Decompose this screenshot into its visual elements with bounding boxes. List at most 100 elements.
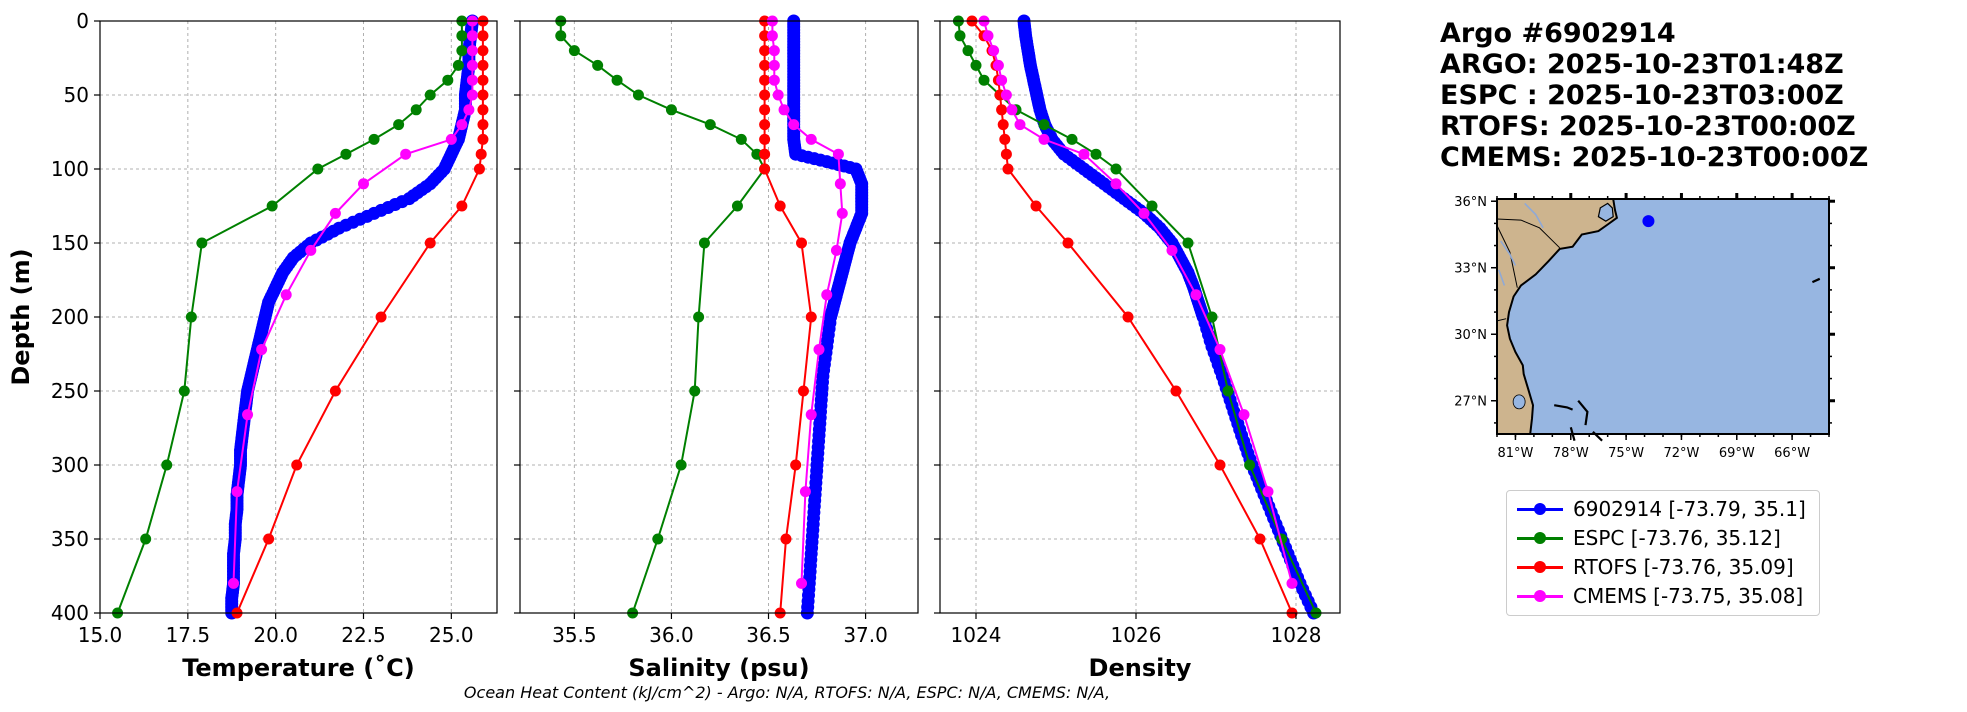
data-point: [1171, 386, 1182, 397]
location-map: 36°N 33°N 30°N 27°N 81°W 78°W 75°W 72°W 69°W 66°W: [1454, 193, 1835, 461]
data-point: [806, 409, 817, 420]
data-point: [1001, 149, 1012, 160]
data-point: [1015, 119, 1026, 130]
data-point: [780, 534, 791, 545]
data-point: [467, 60, 478, 71]
cmems-time: CMEMS: 2025-10-23T00:00Z: [1440, 142, 1868, 173]
argo-time: ARGO: 2025-10-23T01:48Z: [1440, 49, 1868, 80]
data-point: [806, 134, 817, 145]
data-point: [358, 178, 369, 189]
data-point: [835, 178, 846, 189]
legend-label: RTOFS [-73.76, 35.09]: [1573, 555, 1794, 579]
series-line: [984, 21, 1292, 583]
data-point: [790, 460, 801, 471]
data-point: [477, 90, 488, 101]
data-point: [796, 578, 807, 589]
x-tick-label: 36.0: [649, 623, 694, 647]
data-point: [463, 104, 474, 115]
legend-item-cmems: CMEMS [-73.75, 35.08]: [1507, 582, 1819, 610]
data-point: [477, 104, 488, 115]
data-point: [1007, 104, 1018, 115]
data-point: [1183, 238, 1194, 249]
y-tick-label: 150: [51, 231, 89, 255]
data-point: [1239, 409, 1250, 420]
data-point: [821, 289, 832, 300]
data-point: [612, 75, 623, 86]
data-point: [425, 90, 436, 101]
data-point: [456, 30, 467, 41]
legend-marker-icon: [1534, 561, 1546, 573]
x-tick-label: 36.5: [746, 623, 791, 647]
data-point: [996, 75, 1007, 86]
data-point: [411, 104, 422, 115]
data-point: [1067, 134, 1078, 145]
data-point: [281, 289, 292, 300]
data-point: [800, 486, 811, 497]
legend-item-argo: 6902914 [-73.79, 35.1]: [1507, 495, 1819, 523]
data-point: [477, 60, 488, 71]
x-axis-label: Salinity (psu): [628, 654, 809, 682]
legend-label: ESPC [-73.76, 35.12]: [1573, 526, 1781, 550]
data-point: [228, 578, 239, 589]
data-point: [759, 119, 770, 130]
data-point: [759, 60, 770, 71]
legend-label: CMEMS [-73.75, 35.08]: [1573, 584, 1803, 608]
x-tick-label: 25.0: [429, 623, 474, 647]
data-point: [477, 75, 488, 86]
data-point: [179, 386, 190, 397]
y-axis-label: Depth (m): [7, 248, 35, 385]
data-point: [1003, 164, 1014, 175]
data-point: [759, 75, 770, 86]
data-point: [369, 134, 380, 145]
data-point: [979, 75, 990, 86]
data-point: [796, 238, 807, 249]
data-point: [196, 238, 207, 249]
data-point: [1063, 238, 1074, 249]
data-point: [1111, 164, 1122, 175]
data-point: [699, 238, 710, 249]
data-point: [806, 312, 817, 323]
data-point: [569, 45, 580, 56]
series-cmems: [979, 16, 1298, 589]
data-point: [769, 45, 780, 56]
legend: 6902914 [-73.79, 35.1] ESPC [-73.76, 35.…: [1506, 490, 1820, 616]
data-point: [425, 238, 436, 249]
data-point: [693, 312, 704, 323]
data-point: [767, 30, 778, 41]
data-point: [759, 164, 770, 175]
data-point: [759, 134, 770, 145]
data-point: [759, 149, 770, 160]
data-point: [1039, 119, 1050, 130]
rtofs-time: RTOFS: 2025-10-23T00:00Z: [1440, 111, 1868, 142]
lon-label: 81°W: [1497, 446, 1533, 461]
data-point: [376, 312, 387, 323]
grid: [100, 21, 497, 613]
data-point: [705, 119, 716, 130]
data-point: [1091, 149, 1102, 160]
data-point: [676, 460, 687, 471]
data-point: [998, 119, 1009, 130]
legend-marker-icon: [1534, 503, 1546, 515]
data-point: [769, 60, 780, 71]
data-point: [1215, 460, 1226, 471]
data-point: [256, 344, 267, 355]
data-point: [1167, 245, 1178, 256]
ohc-footer: Ocean Heat Content (kJ/cm^2) - Argo: N/A…: [464, 683, 1110, 702]
info-block: Argo #6902914 ARGO: 2025-10-23T01:48Z ES…: [1440, 18, 1868, 173]
y-tick-label: 0: [76, 9, 89, 33]
density-panel: 1024 1026 1028Density: [934, 15, 1340, 683]
data-point: [467, 75, 478, 86]
data-point: [652, 534, 663, 545]
y-tick-label: 50: [64, 83, 89, 107]
data-point: [666, 104, 677, 115]
data-point: [446, 134, 457, 145]
data-point: [759, 90, 770, 101]
salinity-panel: 35.5 36.0 36.5 37.0Salinity (psu): [514, 15, 918, 683]
y-tick-label: 100: [51, 157, 89, 181]
data-point: [456, 119, 467, 130]
grid: [520, 21, 918, 613]
x-axis-label: Density: [1089, 654, 1192, 682]
data-point: [477, 119, 488, 130]
data-point: [1139, 208, 1150, 219]
lon-label: 69°W: [1719, 446, 1755, 461]
